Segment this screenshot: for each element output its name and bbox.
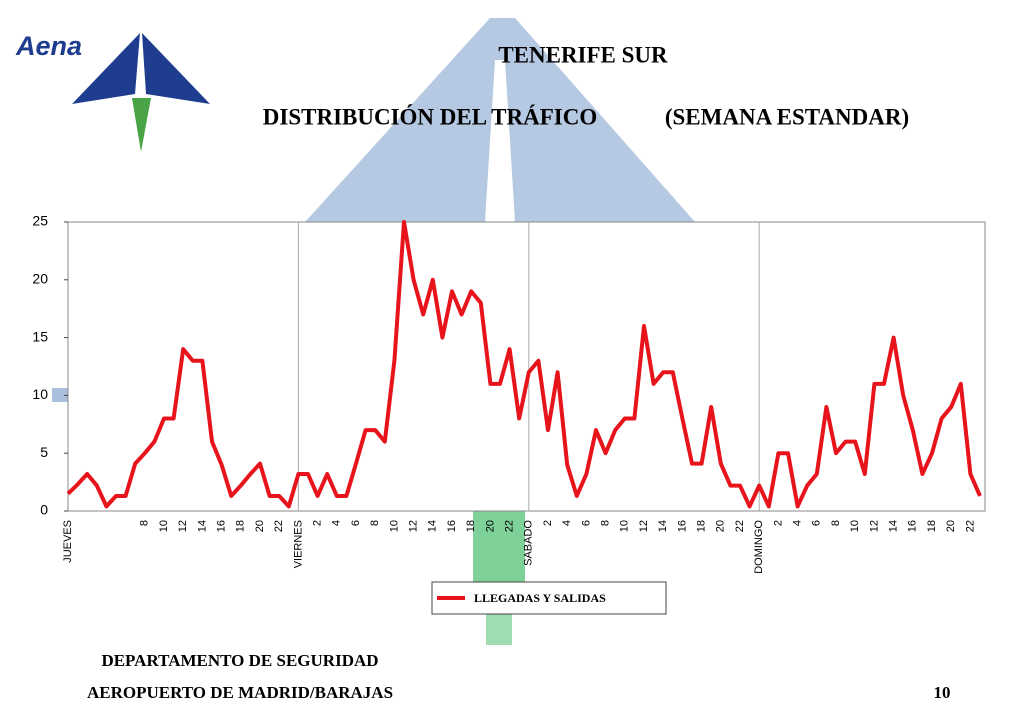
x-tick-label: 2 (542, 520, 554, 526)
x-tick-label: 8 (600, 520, 612, 526)
x-tick-label: 14 (888, 520, 900, 532)
x-tick-label: DOMINGO (753, 520, 765, 574)
x-tick-label: 6 (580, 520, 592, 526)
x-tick-label: 8 (369, 520, 381, 526)
x-tick-label: 16 (446, 520, 458, 532)
y-tick-label: 5 (40, 444, 48, 460)
x-tick-label: 16 (676, 520, 688, 532)
chart-subtitle: DISTRIBUCIÓN DEL TRÁFICO (263, 103, 597, 129)
logo-wing (142, 33, 210, 104)
x-tick-label: 22 (734, 520, 746, 532)
x-tick-label: 10 (849, 520, 861, 532)
logo-tail (132, 98, 151, 152)
x-tick-label: 12 (638, 520, 650, 532)
x-tick-label: 14 (427, 520, 439, 532)
legend-label: LLEGADAS Y SALIDAS (474, 591, 606, 605)
footer-department: DEPARTAMENTO DE SEGURIDAD (101, 651, 378, 670)
x-tick-label: 18 (465, 520, 477, 532)
page-number: 10 (934, 683, 951, 702)
x-tick-label: 6 (811, 520, 823, 526)
footer-airport: AEROPUERTO DE MADRID/BARAJAS (87, 683, 393, 702)
x-tick-label: 16 (216, 520, 228, 532)
x-tick-label: 2 (312, 520, 324, 526)
x-tick-label: 18 (235, 520, 247, 532)
x-tick-label: JUEVES (62, 520, 74, 563)
x-tick-label: 14 (657, 520, 669, 532)
y-tick-label: 0 (40, 502, 48, 518)
x-tick-label: 10 (158, 520, 170, 532)
y-tick-label: 20 (32, 271, 48, 287)
x-tick-label: 10 (619, 520, 631, 532)
x-tick-label: 20 (254, 520, 266, 532)
x-tick-label: SABADO (523, 520, 535, 566)
x-tick-label: 18 (926, 520, 938, 532)
x-tick-label: 20 (715, 520, 727, 532)
background-emblem-fragment (52, 388, 68, 402)
x-tick-label: 4 (561, 520, 573, 526)
y-tick-label: 25 (32, 213, 48, 229)
x-tick-label: VIERNES (292, 520, 304, 568)
x-tick-label: 2 (772, 520, 784, 526)
x-tick-label: 8 (139, 520, 151, 526)
x-tick-label: 22 (964, 520, 976, 532)
x-tick-label: 4 (331, 520, 343, 526)
x-tick-label: 20 (484, 520, 496, 532)
x-tick-label: 14 (196, 520, 208, 532)
chart-title: TENERIFE SUR (498, 42, 668, 67)
x-tick-label: 10 (388, 520, 400, 532)
x-tick-label: 22 (273, 520, 285, 532)
x-tick-label: 12 (408, 520, 420, 532)
x-tick-label: 6 (350, 520, 362, 526)
background-emblem-foot (473, 505, 525, 583)
x-tick-label: 4 (792, 520, 804, 526)
legend (431, 581, 667, 615)
x-tick-label: 8 (830, 520, 842, 526)
x-tick-label: 22 (504, 520, 516, 532)
logo-text: Aena (15, 31, 82, 61)
y-tick-label: 15 (32, 328, 48, 344)
x-tick-label: 18 (696, 520, 708, 532)
background-emblem-slit (485, 60, 515, 222)
x-tick-label: 20 (945, 520, 957, 532)
x-tick-label: 12 (177, 520, 189, 532)
x-tick-label: 16 (907, 520, 919, 532)
x-tick-label: 12 (868, 520, 880, 532)
data-line (66, 220, 982, 509)
logo-wing (72, 33, 140, 104)
chart-subtitle: (SEMANA ESTANDAR) (665, 104, 909, 129)
plot-area (67, 221, 986, 512)
y-tick-label: 10 (32, 386, 48, 402)
